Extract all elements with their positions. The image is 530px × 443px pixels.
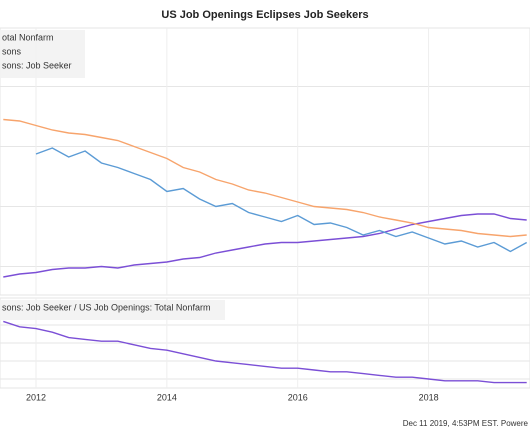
legend-box [0, 30, 85, 78]
series-line [3, 213, 527, 278]
series-line [3, 118, 527, 238]
series-line [35, 147, 528, 253]
legend-label: otal Nonfarm [2, 32, 54, 42]
panel [0, 27, 530, 296]
chart-title: US Job Openings Eclipses Job Seekers [161, 9, 368, 21]
legend-label: sons [2, 46, 22, 56]
x-tick-label: 2012 [26, 392, 46, 402]
legend-box [0, 300, 225, 320]
x-tick-label: 2016 [288, 392, 308, 402]
footer: Dec 11 2019, 4:53PM EST. Powere [403, 419, 529, 428]
x-tick-label: 2018 [419, 392, 439, 402]
x-tick-label: 2014 [157, 392, 177, 402]
legend-label: sons: Job Seeker / US Job Openings: Tota… [2, 302, 210, 312]
legend-label: sons: Job Seeker [2, 60, 72, 70]
series-line [3, 320, 527, 384]
